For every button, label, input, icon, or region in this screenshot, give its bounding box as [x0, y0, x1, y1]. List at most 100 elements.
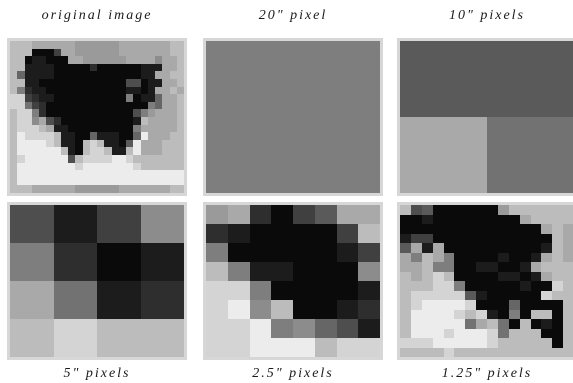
pixel-cell: [497, 271, 509, 281]
pixel-cell: [118, 86, 126, 95]
pixel-cell: [126, 139, 134, 148]
pixel-cell: [97, 205, 141, 243]
pixel-cell: [169, 147, 177, 155]
pixel-cell: [82, 147, 90, 155]
pixel-cell: [89, 78, 97, 87]
pixel-cell: [24, 170, 32, 178]
pixel-cell: [133, 56, 141, 64]
pixel-cell: [68, 109, 76, 117]
pixel-cell: [31, 170, 39, 178]
pixel-cell: [454, 252, 466, 262]
pixel-cell: [31, 48, 39, 57]
pixel-cell: [60, 170, 68, 178]
pixel-cell: [541, 271, 553, 281]
pixel-cell: [147, 177, 155, 186]
pixel-cell: [10, 154, 18, 163]
pixel-cell: [147, 116, 155, 125]
pixel-cell: [82, 63, 90, 72]
pixel-cell: [104, 48, 112, 57]
pixel-cell: [126, 116, 134, 125]
pixel-cell: [31, 162, 39, 171]
pixel-cell: [118, 94, 126, 102]
pixel-cell: [176, 41, 184, 49]
pixel-cell: [530, 214, 542, 224]
pixel-cell: [206, 243, 228, 262]
pixel-cell: [487, 319, 498, 329]
pixel-cell: [176, 185, 184, 193]
pixel-cell: [24, 48, 32, 57]
pixel-cell: [421, 319, 433, 329]
pixel-cell: [140, 281, 184, 319]
pixel-cell: [271, 205, 293, 224]
pixel-cell: [314, 338, 337, 357]
label-1-25-pixels: 1.25" pixels: [441, 366, 533, 381]
pixel-cell: [126, 162, 134, 171]
pixel-cell: [454, 338, 466, 348]
pixel-cell: [358, 243, 380, 262]
pixel-cell: [176, 94, 184, 102]
pixel-cell: [410, 328, 422, 338]
pixel-cell: [147, 162, 155, 171]
pixel-cell: [465, 300, 477, 310]
pixel-cell: [89, 48, 97, 57]
pixel-cell: [443, 243, 455, 253]
pixel-cell: [75, 139, 83, 148]
pixel-cell: [118, 78, 126, 87]
pixel-cell: [476, 328, 487, 338]
pixel-cell: [476, 300, 487, 310]
pixel-cell: [162, 101, 170, 110]
pixel-cell: [118, 101, 126, 110]
pixel-cell: [336, 243, 359, 262]
pixel-cell: [46, 94, 54, 102]
pixel-cell: [432, 300, 444, 310]
pixel-cell: [89, 71, 97, 79]
pixel-cell: [155, 48, 163, 57]
pixel-cell: [206, 338, 228, 357]
pixel-cell: [410, 243, 422, 253]
pixel-cell: [443, 319, 455, 329]
pixel-cell: [118, 48, 126, 57]
pixel-cell: [17, 41, 25, 49]
pixel-cell: [227, 205, 250, 224]
pixel-cell: [443, 328, 455, 338]
pixel-cell: [97, 177, 105, 186]
pixel-cell: [10, 71, 18, 79]
pixel-cell: [126, 78, 134, 87]
pixel-cell: [39, 94, 47, 102]
pixel-cell: [410, 319, 422, 329]
pixel-cell: [454, 243, 466, 253]
pixel-cell: [552, 300, 564, 310]
pixel-cell: [75, 177, 83, 186]
pixel-cell: [155, 162, 163, 171]
pixel-cell: [443, 233, 455, 243]
pixel-cell: [155, 185, 163, 193]
pixel-cell: [10, 281, 54, 319]
pixel-cell: [400, 214, 411, 224]
pixel-cell: [563, 338, 573, 348]
pixel-cell: [46, 101, 54, 110]
pixel-cell: [432, 205, 444, 215]
pixel-cell: [140, 56, 148, 64]
pixel-cell: [432, 243, 444, 253]
pixel-cell: [147, 56, 155, 64]
pixel-cell: [487, 252, 498, 262]
pixel-cell: [140, 319, 184, 357]
pixel-cell: [155, 154, 163, 163]
pixel-cell: [10, 205, 54, 243]
pixel-cell: [271, 262, 293, 281]
pixel-cell: [176, 78, 184, 87]
pixel-cell: [104, 116, 112, 125]
pixel-cell: [46, 154, 54, 163]
pixel-cell: [476, 252, 487, 262]
pixel-cell: [169, 132, 177, 140]
pixel-cell: [140, 170, 148, 178]
pixel-cell: [176, 177, 184, 186]
pixel-cell: [336, 262, 359, 281]
pixel-cell: [227, 319, 250, 338]
pixel-cell: [118, 63, 126, 72]
pixel-cell: [155, 41, 163, 49]
pixel-cell: [133, 109, 141, 117]
pixel-cell: [111, 109, 119, 117]
pixel-cell: [111, 63, 119, 72]
pixel-cell: [140, 185, 148, 193]
